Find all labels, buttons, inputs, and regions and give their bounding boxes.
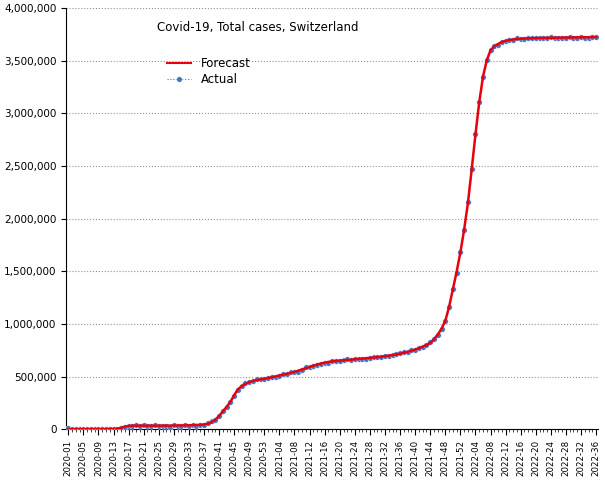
- Text: Covid-19, Total cases, Switzerland: Covid-19, Total cases, Switzerland: [157, 21, 358, 34]
- Actual: [65, 426, 72, 432]
- Actual: [68, 426, 76, 432]
- Forecast: [513, 36, 520, 42]
- Forecast: [65, 426, 72, 432]
- Actual: [592, 35, 600, 40]
- Forecast: [525, 36, 532, 41]
- Actual: [242, 380, 249, 386]
- Actual: [72, 426, 79, 432]
- Actual: [517, 36, 525, 42]
- Actual: [528, 36, 535, 41]
- Actual: [570, 35, 577, 41]
- Line: Forecast: Forecast: [68, 37, 596, 429]
- Actual: [99, 426, 106, 432]
- Legend: Forecast, Actual: Forecast, Actual: [163, 52, 255, 91]
- Forecast: [68, 426, 76, 432]
- Forecast: [238, 384, 246, 389]
- Forecast: [566, 35, 574, 40]
- Forecast: [95, 426, 102, 432]
- Forecast: [592, 34, 600, 40]
- Line: Actual: Actual: [65, 34, 599, 432]
- Actual: [589, 34, 596, 40]
